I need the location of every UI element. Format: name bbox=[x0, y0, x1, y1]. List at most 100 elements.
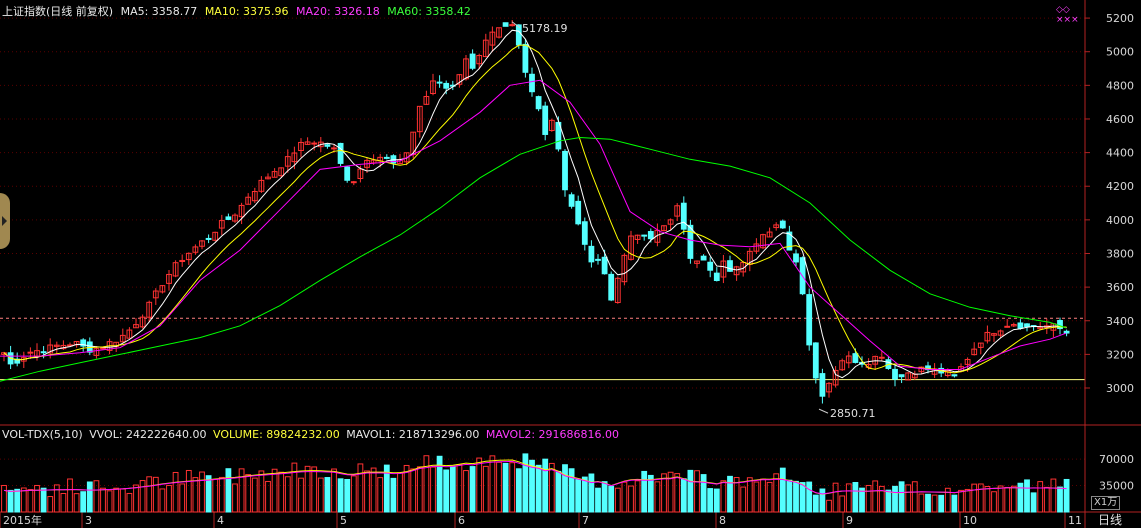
candle-body bbox=[291, 152, 298, 163]
candle-body bbox=[661, 225, 667, 232]
volume-bar bbox=[370, 467, 377, 513]
volume-bar bbox=[614, 487, 621, 513]
volume-header: VOL-TDX(5,10) VVOL: 242222640.00 VOLUME:… bbox=[2, 428, 622, 441]
volume-bar bbox=[555, 470, 562, 513]
candle-body bbox=[845, 355, 852, 364]
moving-average-lines bbox=[0, 29, 1067, 382]
candle-body bbox=[826, 382, 832, 393]
volume-bar bbox=[1037, 481, 1044, 513]
candle-body bbox=[680, 202, 687, 230]
volume-bar bbox=[529, 459, 535, 513]
price-header: 上证指数(日线 前复权) MA5: 3358.77 MA10: 3375.96 … bbox=[2, 3, 475, 19]
volume-bar bbox=[172, 471, 179, 513]
ma10-line bbox=[3, 44, 1067, 374]
volume-bar bbox=[469, 466, 476, 513]
candle-body bbox=[179, 259, 186, 262]
candle-body bbox=[172, 262, 179, 277]
volume-bar bbox=[898, 481, 905, 513]
candle-body bbox=[403, 152, 410, 163]
volume-bar bbox=[1057, 486, 1063, 513]
volume-bar bbox=[799, 482, 806, 513]
candle-body bbox=[819, 373, 826, 397]
candle-body bbox=[707, 261, 714, 271]
volume-bar bbox=[73, 493, 80, 513]
candle-body bbox=[423, 96, 430, 105]
volume-bar bbox=[634, 480, 641, 513]
period-button[interactable]: 日线 bbox=[1098, 513, 1123, 527]
volume-bar bbox=[542, 458, 549, 513]
candle-body bbox=[700, 255, 707, 261]
candle-body bbox=[509, 24, 516, 27]
time-tick-label: 8 bbox=[719, 514, 726, 527]
volume-bar bbox=[885, 489, 892, 513]
candle-body bbox=[1024, 323, 1030, 328]
candle-body bbox=[674, 205, 681, 217]
chart-toolbar-icons[interactable]: ◇◇ ××× bbox=[1056, 5, 1079, 25]
candle-body bbox=[806, 294, 813, 346]
candle-body bbox=[991, 333, 997, 336]
price-tick-label: 4000 bbox=[1106, 214, 1134, 227]
volume-bar bbox=[482, 465, 489, 513]
time-tick-label: 6 bbox=[458, 514, 465, 527]
candle-body bbox=[898, 374, 905, 378]
volume-bar bbox=[212, 478, 219, 513]
volume-bar bbox=[34, 484, 40, 513]
candle-body bbox=[284, 156, 291, 167]
expand-panel-button[interactable] bbox=[0, 193, 10, 249]
candle-body bbox=[608, 273, 615, 301]
candle-body bbox=[634, 234, 641, 240]
candle-body bbox=[839, 360, 846, 371]
volume-bar bbox=[1030, 492, 1037, 513]
volume-bar bbox=[119, 488, 126, 513]
price-tick-label: 3600 bbox=[1106, 281, 1134, 294]
volume-bar bbox=[826, 499, 832, 513]
candle-body bbox=[126, 329, 133, 339]
volume-bar bbox=[298, 477, 304, 513]
price-tick-label: 3200 bbox=[1106, 348, 1134, 361]
candle-body bbox=[977, 342, 984, 348]
candle-body bbox=[152, 290, 159, 299]
ma20-line bbox=[0, 79, 1067, 370]
candle-body bbox=[53, 344, 60, 347]
volume-bar bbox=[53, 484, 60, 513]
candle-body bbox=[641, 234, 648, 237]
candle-body bbox=[205, 237, 212, 240]
candle-body bbox=[416, 105, 423, 133]
candle-body bbox=[1037, 326, 1044, 330]
candle-body bbox=[878, 356, 885, 359]
candle-body bbox=[872, 355, 879, 365]
price-tick-label: 4600 bbox=[1106, 113, 1134, 126]
volume-bar bbox=[687, 469, 694, 513]
vol-indicator-title[interactable]: VOL-TDX(5,10) bbox=[2, 428, 83, 441]
volume-bar bbox=[872, 480, 879, 513]
ma60-line bbox=[0, 136, 1067, 382]
volume-bar bbox=[971, 483, 978, 513]
time-tick-label: 11 bbox=[1068, 514, 1082, 527]
candle-body bbox=[133, 324, 139, 329]
volume-bar bbox=[383, 464, 390, 513]
candle-body bbox=[100, 347, 106, 350]
volume-bar bbox=[364, 470, 370, 513]
volume-bar bbox=[416, 466, 423, 513]
candle-body bbox=[918, 366, 925, 373]
candle-body bbox=[383, 156, 390, 159]
volume-bar bbox=[977, 483, 984, 513]
volume-bar bbox=[918, 493, 925, 513]
volume-scale-button[interactable]: X1万 bbox=[1091, 496, 1121, 510]
mavol1-label: MAVOL1: 218713296.00 bbox=[346, 428, 480, 441]
candle-body bbox=[212, 231, 219, 241]
volume-bar bbox=[185, 469, 192, 513]
volume-bar bbox=[146, 476, 153, 513]
volume-bar bbox=[925, 493, 931, 513]
volume-bar bbox=[126, 492, 133, 513]
volume-bar bbox=[496, 461, 502, 513]
volume-bar bbox=[311, 466, 318, 513]
candle-body bbox=[271, 171, 278, 178]
candle-body bbox=[542, 105, 549, 135]
candle-body bbox=[793, 253, 799, 263]
index-title[interactable]: 上证指数(日线 前复权) bbox=[2, 5, 114, 18]
volume-bar bbox=[1063, 478, 1070, 513]
volume-bar bbox=[509, 462, 516, 513]
time-tick-label: 5 bbox=[340, 514, 347, 527]
